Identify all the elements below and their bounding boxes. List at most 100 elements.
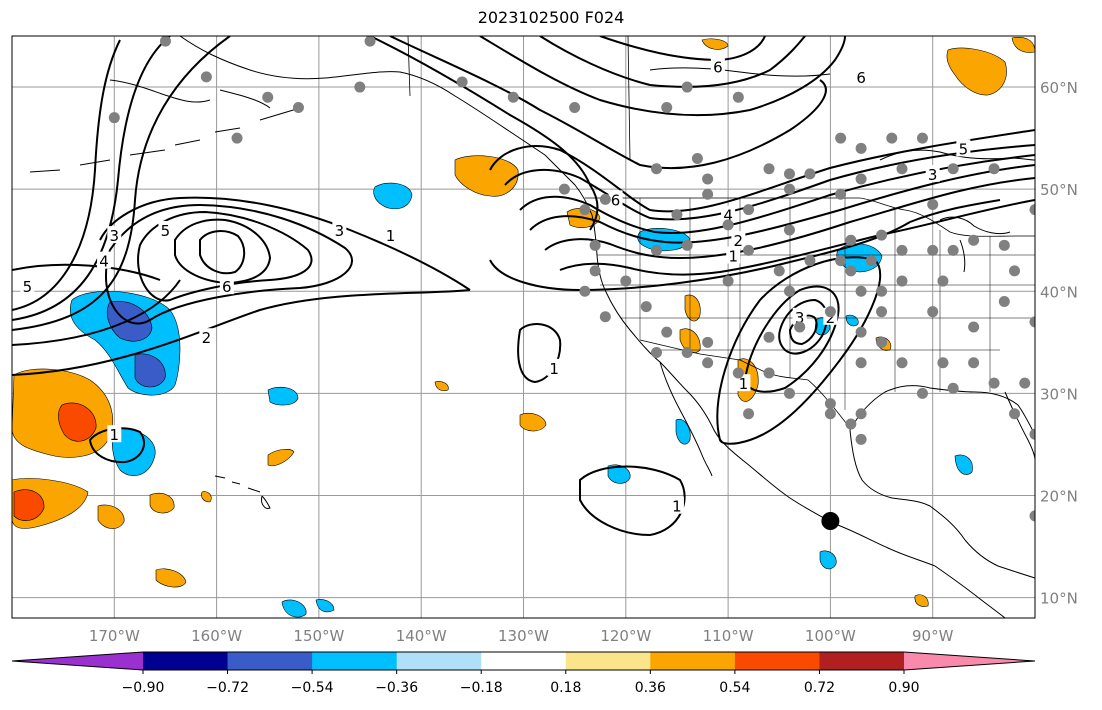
anomaly-orange-area <box>454 155 519 197</box>
station-dot <box>702 336 714 348</box>
station-dot <box>876 285 888 297</box>
contour-line <box>199 230 246 275</box>
contour-label-bg <box>925 164 940 182</box>
anomaly-blue-area <box>637 228 691 252</box>
contour-label: 5 <box>161 222 171 240</box>
station-dot <box>569 101 581 113</box>
contour-line <box>105 203 353 325</box>
shaded-anomalies <box>12 37 1035 618</box>
station-dot <box>947 244 959 256</box>
colorbar-segment <box>650 652 736 670</box>
station-dot <box>845 234 857 246</box>
chart-title: 2023102500 F024 <box>477 8 625 27</box>
contour-label-bg <box>20 277 35 295</box>
border <box>407 36 411 97</box>
contour-line <box>12 289 471 376</box>
colorbar-extend-low <box>12 652 143 670</box>
coastline <box>649 67 831 77</box>
station-dot <box>722 219 734 231</box>
coastline <box>964 539 1035 579</box>
contour-line <box>12 279 181 346</box>
station-dot <box>783 168 795 180</box>
contour-label-bg <box>219 277 234 295</box>
station-dot <box>896 244 908 256</box>
station-dot <box>262 91 274 103</box>
anomaly-orange-area <box>97 504 125 529</box>
contour-label-bg <box>736 374 751 392</box>
contour-line <box>544 177 1035 260</box>
contour-label: 1 <box>549 360 559 378</box>
station-dot <box>650 347 662 359</box>
station-dot <box>456 76 468 88</box>
anomaly-orange-area <box>149 492 175 514</box>
contour-label: 1 <box>386 227 396 245</box>
station-dot <box>589 265 601 277</box>
latitude-axis-labels: 60°N 50°N 40°N 30°N 20°N 10°N <box>1040 79 1078 608</box>
longitude-label: 90°W <box>912 627 954 645</box>
contour-label: 2 <box>202 329 212 347</box>
coastline <box>939 216 1011 235</box>
station-dot <box>743 244 755 256</box>
colorbar-tick-label: −0.36 <box>375 680 418 696</box>
longitude-label: 120°W <box>600 627 651 645</box>
station-dot <box>579 204 591 216</box>
location-marker[interactable] <box>821 512 840 530</box>
station-dot <box>835 132 847 144</box>
station-dot <box>855 142 867 154</box>
colorbar-tick-label: 0.72 <box>804 680 835 696</box>
contour-label: 1 <box>739 375 749 393</box>
anomaly-red-area <box>13 489 45 521</box>
station-dot <box>620 275 632 287</box>
colorbar-segment <box>734 652 820 670</box>
colorbar-tick-label: −0.90 <box>122 680 165 696</box>
contour-label-bg <box>383 226 398 244</box>
station-dot <box>292 101 304 113</box>
station-dot <box>968 234 980 246</box>
station-dot <box>507 91 519 103</box>
station-dot <box>650 244 662 256</box>
anomaly-blue-area <box>675 418 691 445</box>
station-dot <box>927 198 939 210</box>
contour-line <box>389 36 827 170</box>
anomaly-blue-area <box>281 599 307 618</box>
anomaly-orange-area <box>1011 37 1035 53</box>
contour-line <box>716 256 881 445</box>
coastline <box>934 565 1006 618</box>
station-dot <box>824 408 836 420</box>
station-dot <box>1009 265 1021 277</box>
contour-line <box>12 36 171 321</box>
contour-label: 2 <box>826 309 836 327</box>
colorbar-segment <box>396 652 482 670</box>
contour-label: 6 <box>611 191 621 209</box>
station-dot <box>661 326 673 338</box>
contour-label-bg <box>669 496 684 514</box>
station-dot <box>886 132 898 144</box>
border <box>585 197 1035 237</box>
contour-label-bg <box>956 139 971 157</box>
colorbar-tick-labels: −0.90 −0.72 −0.54 −0.36 −0.18 0.18 0.36 0.54 0.7… <box>122 670 920 696</box>
colorbar-segment <box>565 652 651 670</box>
latitude-label: 40°N <box>1040 283 1078 301</box>
contour-label-bg <box>107 425 122 443</box>
contour-line <box>539 36 806 88</box>
station-dot <box>650 163 662 175</box>
station-dot <box>681 347 693 359</box>
station-dot <box>824 306 836 318</box>
contour-label: 1 <box>728 248 738 266</box>
anomaly-blue-area <box>819 550 837 570</box>
station-dot <box>763 367 775 379</box>
anomaly-orange-area <box>701 38 729 50</box>
station-dot <box>743 204 755 216</box>
station-dot <box>947 382 959 394</box>
station-dot <box>231 132 243 144</box>
station-dot <box>599 193 611 205</box>
border <box>627 36 631 161</box>
station-dot <box>558 183 570 195</box>
station-dot <box>998 295 1010 307</box>
contour-label-bg <box>710 57 725 75</box>
contour-label: 6 <box>856 69 866 87</box>
station-dot <box>988 377 1000 389</box>
contour-label-bg <box>332 221 347 238</box>
contour-line <box>12 39 121 311</box>
latitude-label: 10°N <box>1040 590 1078 608</box>
